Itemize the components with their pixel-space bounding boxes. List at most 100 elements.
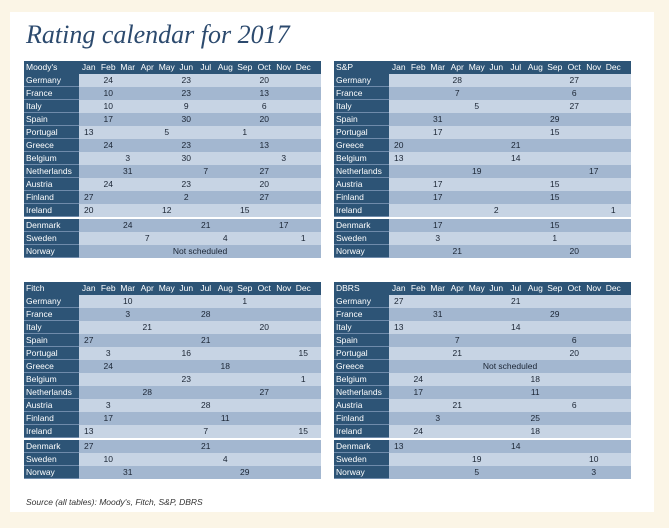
date-cell: 13 xyxy=(259,140,269,150)
country-name: Ireland xyxy=(334,425,389,438)
date-cell xyxy=(487,440,507,453)
date-cell: 23 xyxy=(181,179,191,189)
country-name: Austria xyxy=(334,399,389,412)
date-cell xyxy=(604,87,624,100)
table-row: Italy 21 20 xyxy=(24,321,321,334)
date-cell xyxy=(526,191,546,204)
date-cell xyxy=(255,232,275,245)
date-cell xyxy=(545,245,565,258)
date-cell xyxy=(487,412,507,425)
country-name: Finland xyxy=(24,412,79,425)
date-cell xyxy=(157,232,177,245)
date-cell xyxy=(294,334,314,347)
date-cell xyxy=(138,466,158,479)
date-cell xyxy=(467,191,487,204)
date-cell xyxy=(235,87,255,100)
date-cell: 27 xyxy=(569,101,579,111)
date-cell xyxy=(216,440,236,453)
date-cell: 21 xyxy=(511,296,521,306)
date-cell xyxy=(274,204,294,217)
date-cell xyxy=(79,139,99,152)
date-cell xyxy=(235,139,255,152)
date-cell xyxy=(255,295,275,308)
date-cell xyxy=(157,139,177,152)
date-cell: 15 xyxy=(298,426,308,436)
table-row: Sweden 3 1 xyxy=(334,232,631,245)
date-cell xyxy=(506,87,526,100)
date-cell xyxy=(196,232,216,245)
date-cell: 24 xyxy=(413,374,423,384)
date-cell xyxy=(604,126,624,139)
date-cell: 10 xyxy=(589,454,599,464)
country-name: Norway xyxy=(334,466,389,479)
date-cell xyxy=(274,386,294,399)
date-cell xyxy=(157,113,177,126)
date-cell xyxy=(545,334,565,347)
date-cell: 11 xyxy=(530,387,540,397)
date-cell: 7 xyxy=(203,426,209,436)
date-cell xyxy=(216,126,236,139)
date-cell xyxy=(216,425,236,438)
month-header: May xyxy=(158,283,175,293)
date-cell: 27 xyxy=(259,387,269,397)
table-row: Greece 20 21 xyxy=(334,139,631,152)
date-cell xyxy=(448,308,468,321)
date-cell: 7 xyxy=(203,166,209,176)
month-header: Jan xyxy=(81,283,96,293)
country-name: Portugal xyxy=(24,347,79,360)
date-cell xyxy=(255,466,275,479)
date-cell xyxy=(604,219,624,232)
date-cell xyxy=(545,152,565,165)
agency-name: Moody's xyxy=(24,61,79,74)
date-cell xyxy=(584,100,604,113)
month-header: May xyxy=(468,283,485,293)
table-row: Norway 5 3 xyxy=(334,466,631,479)
month-header: Oct xyxy=(257,62,271,72)
date-cell: 24 xyxy=(103,140,113,150)
date-cell: 28 xyxy=(452,75,462,85)
date-cell: 28 xyxy=(201,309,211,319)
table-row: Germany 28 27 xyxy=(334,74,631,87)
date-cell xyxy=(235,74,255,87)
date-cell: 13 xyxy=(259,88,269,98)
date-cell xyxy=(545,87,565,100)
date-cell xyxy=(428,100,448,113)
date-cell xyxy=(428,139,448,152)
month-header: Jan xyxy=(81,62,96,72)
date-cell: 3 xyxy=(435,413,441,423)
date-cell xyxy=(409,126,429,139)
date-cell xyxy=(506,425,526,438)
date-cell xyxy=(196,412,216,425)
date-cell xyxy=(294,295,314,308)
date-cell: 20 xyxy=(259,322,269,332)
fitch-calendar-table: Fitch Jan Feb Mar Apr May Jun Jul Aug Sep Oct Nov De… xyxy=(24,282,321,479)
date-cell: 30 xyxy=(181,114,191,124)
date-cell xyxy=(99,152,119,165)
month-header: Oct xyxy=(257,283,271,293)
month-header: Feb xyxy=(410,62,426,72)
date-cell xyxy=(428,74,448,87)
date-cell xyxy=(255,440,275,453)
date-cell: 6 xyxy=(261,101,267,111)
date-cell xyxy=(294,113,314,126)
date-cell: 18 xyxy=(530,374,540,384)
date-cell: 17 xyxy=(433,220,443,230)
month-header: Jul xyxy=(200,283,212,293)
date-cell xyxy=(545,139,565,152)
date-cell: 17 xyxy=(279,220,289,230)
date-cell: 1 xyxy=(552,233,558,243)
date-cell xyxy=(467,347,487,360)
date-cell xyxy=(604,74,624,87)
date-cell: 15 xyxy=(550,192,560,202)
date-cell xyxy=(294,412,314,425)
month-header: Aug xyxy=(217,62,233,72)
table-row: Finland 17 15 xyxy=(334,191,631,204)
date-cell: 30 xyxy=(181,153,191,163)
date-cell xyxy=(526,87,546,100)
date-cell xyxy=(506,466,526,479)
table-row: Greece 24 23 13 xyxy=(24,139,321,152)
date-cell: 31 xyxy=(433,114,443,124)
date-cell xyxy=(487,191,507,204)
date-cell xyxy=(526,334,546,347)
country-name: Portugal xyxy=(334,347,389,360)
